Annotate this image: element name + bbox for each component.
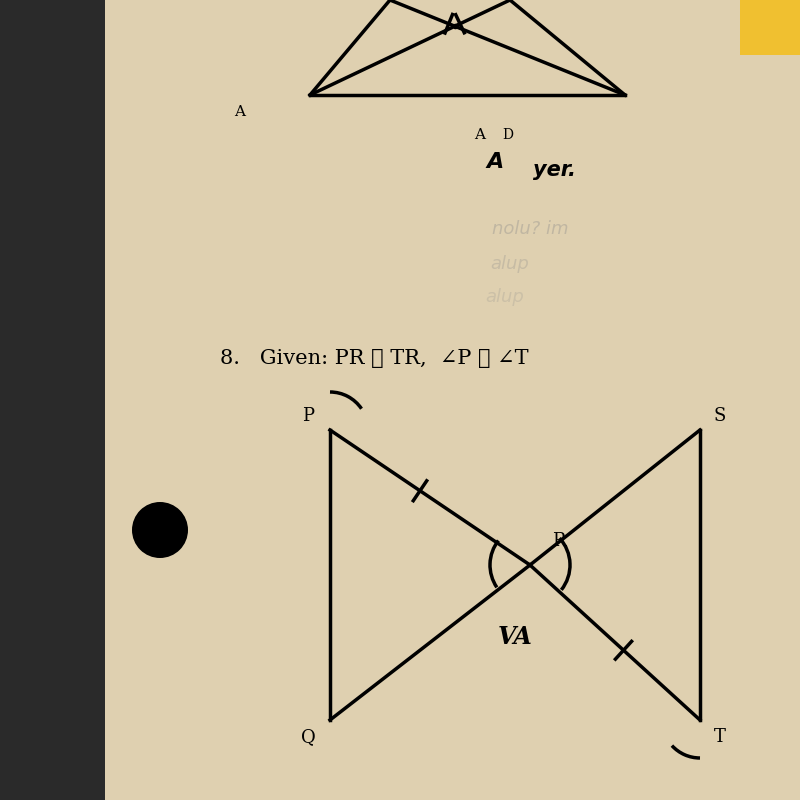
Text: P: P bbox=[302, 407, 314, 425]
Text: Q: Q bbox=[301, 728, 315, 746]
Text: VA: VA bbox=[498, 625, 533, 649]
Text: A: A bbox=[474, 128, 486, 142]
Circle shape bbox=[132, 502, 188, 558]
Text: alup: alup bbox=[486, 288, 524, 306]
Text: A: A bbox=[234, 105, 246, 119]
Text: R: R bbox=[552, 532, 566, 550]
Text: alup: alup bbox=[490, 255, 530, 273]
Text: A: A bbox=[486, 152, 504, 172]
Text: 8.   Given: PR ≅ ​TR,  ∠P ≅ ∠T: 8. Given: PR ≅ ​TR, ∠P ≅ ∠T bbox=[220, 349, 529, 367]
Bar bbox=[740, 0, 800, 55]
Text: yer.: yer. bbox=[533, 160, 576, 180]
Text: T: T bbox=[714, 728, 726, 746]
Text: nolu? im: nolu? im bbox=[492, 220, 568, 238]
Text: S: S bbox=[714, 407, 726, 425]
Text: D: D bbox=[502, 128, 514, 142]
Bar bbox=[105, 0, 800, 800]
